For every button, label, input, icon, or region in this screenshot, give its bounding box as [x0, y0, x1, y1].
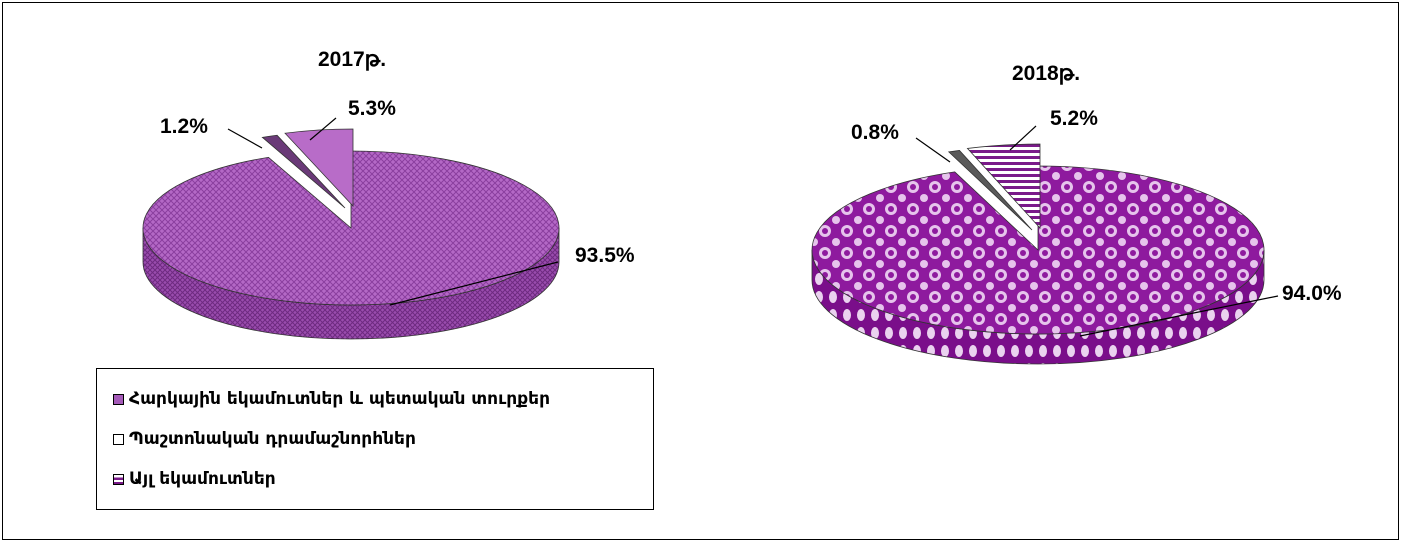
leader-line-1-2: [1009, 125, 1037, 151]
chart-title-0: 2017թ.: [318, 48, 386, 71]
pie-slice-1-0: [811, 165, 1265, 335]
legend-label-other: Այլ եկամուտներ: [129, 469, 276, 489]
pie-chart-0: 2017թ. 93.5% 1.2% 5.3%: [142, 48, 635, 340]
legend-item-grants: Պաշտոնական դրամաշնորհներ: [113, 419, 653, 459]
pie-slice-0-1: [261, 134, 346, 209]
legend-swatch-other: [113, 473, 124, 485]
legend-swatch-tax: [113, 393, 124, 405]
value-label-0-2: 5.3%: [348, 97, 396, 120]
pie-chart-1: 2018թ. 94.0% 0.8% 5.2%: [811, 62, 1342, 365]
leader-line-0-2: [309, 117, 337, 141]
leader-line-0-1: [227, 128, 263, 149]
legend-label-tax: Հարկային եկամուտներ և պետական տուրքեր: [129, 389, 551, 409]
pie-slice-0-0: [142, 150, 560, 306]
legend-item-other: Այլ եկամուտներ: [113, 459, 653, 499]
value-label-1-1: 0.8%: [851, 121, 899, 144]
value-label-0-0: 93.5%: [575, 244, 635, 267]
pie-slice-1-2: [966, 143, 1041, 230]
chart-title-1: 2018թ.: [1012, 62, 1080, 85]
value-label-1-2: 5.2%: [1050, 107, 1098, 130]
value-label-0-1: 1.2%: [160, 115, 208, 138]
legend-label-grants: Պաշտոնական դրամաշնորհներ: [129, 429, 416, 449]
leader-line-1-0: [1079, 295, 1279, 337]
pie-slice-1-1: [947, 150, 1033, 231]
pie-slice-0-2: [284, 128, 354, 208]
legend-item-tax: Հարկային եկամուտներ և պետական տուրքեր: [113, 379, 653, 419]
legend-swatch-grants: [113, 433, 124, 445]
chart-legend: Հարկային եկամուտներ և պետական տուրքեր Պա…: [96, 368, 654, 510]
leader-line-0-0: [389, 261, 559, 306]
leader-line-1-1: [915, 137, 951, 163]
value-label-1-0: 94.0%: [1282, 282, 1342, 305]
